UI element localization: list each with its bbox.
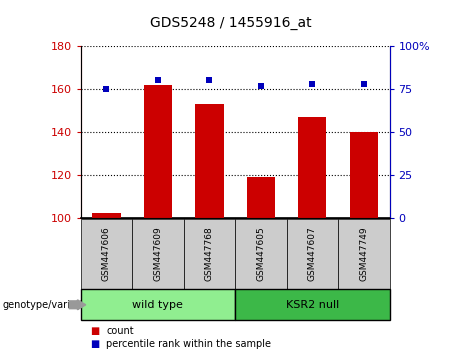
Text: genotype/variation: genotype/variation xyxy=(2,300,95,310)
Point xyxy=(103,86,110,92)
Text: GSM447607: GSM447607 xyxy=(308,227,317,281)
Bar xyxy=(349,132,378,218)
Text: GDS5248 / 1455916_at: GDS5248 / 1455916_at xyxy=(150,16,311,30)
Bar xyxy=(195,104,224,218)
Point xyxy=(257,83,265,88)
Point xyxy=(360,81,367,87)
Bar xyxy=(247,177,275,218)
Text: KSR2 null: KSR2 null xyxy=(286,300,339,310)
Bar xyxy=(92,213,121,218)
Text: percentile rank within the sample: percentile rank within the sample xyxy=(106,339,271,349)
Point xyxy=(308,81,316,87)
Text: GSM447768: GSM447768 xyxy=(205,227,214,281)
Bar xyxy=(298,117,326,218)
Text: GSM447749: GSM447749 xyxy=(359,227,368,281)
Point xyxy=(206,78,213,83)
Point xyxy=(154,78,161,83)
Bar xyxy=(144,85,172,218)
Text: wild type: wild type xyxy=(132,300,183,310)
Text: ■: ■ xyxy=(90,339,99,349)
Text: GSM447606: GSM447606 xyxy=(102,227,111,281)
Text: GSM447605: GSM447605 xyxy=(256,227,266,281)
Text: ■: ■ xyxy=(90,326,99,336)
Text: count: count xyxy=(106,326,134,336)
Text: GSM447609: GSM447609 xyxy=(154,227,162,281)
